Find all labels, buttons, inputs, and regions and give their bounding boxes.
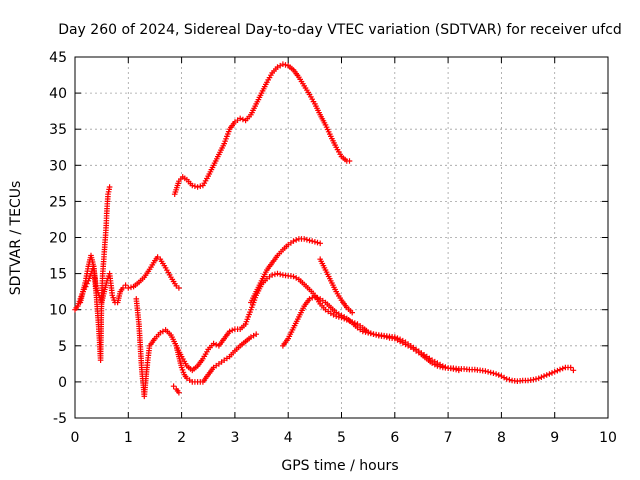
series-6-markers xyxy=(280,293,462,374)
series-7 xyxy=(248,236,323,306)
y-tick-label: 25 xyxy=(49,194,67,210)
y-tick-label: -5 xyxy=(53,411,67,427)
series-3-markers xyxy=(77,184,113,363)
y-tick-label: 15 xyxy=(49,267,67,283)
x-tick-label: 5 xyxy=(337,430,346,446)
y-tick-label: 0 xyxy=(58,375,67,391)
y-tick-label: 35 xyxy=(49,122,67,138)
series-9 xyxy=(170,383,182,396)
y-tick-label: 20 xyxy=(49,231,67,247)
y-tick-label: 10 xyxy=(49,303,67,319)
series-7-markers xyxy=(248,236,323,306)
x-tick-label: 6 xyxy=(390,430,399,446)
y-tick-label: 40 xyxy=(49,86,67,102)
series-1 xyxy=(171,61,353,197)
series-6 xyxy=(280,293,462,374)
x-tick-label: 3 xyxy=(230,430,239,446)
series-8 xyxy=(317,256,355,316)
x-axis-label: GPS time / hours xyxy=(281,458,398,474)
series-9-markers xyxy=(170,383,182,396)
series-1-markers xyxy=(171,61,353,197)
series-5-markers xyxy=(173,331,259,385)
y-tick-label: 45 xyxy=(49,50,67,66)
y-axis-label: SDTVAR / TECUs xyxy=(8,181,24,296)
x-tick-label: 4 xyxy=(284,430,293,446)
series-5 xyxy=(173,331,259,385)
x-tick-label: 8 xyxy=(497,430,506,446)
series-3 xyxy=(77,184,113,363)
x-tick-label: 0 xyxy=(71,430,80,446)
x-tick-label: 2 xyxy=(177,430,186,446)
y-tick-label: 30 xyxy=(49,158,67,174)
x-tick-label: 7 xyxy=(444,430,453,446)
x-tick-label: 9 xyxy=(550,430,559,446)
x-tick-label: 10 xyxy=(599,430,617,446)
x-tick-label: 1 xyxy=(124,430,133,446)
series-8-markers xyxy=(317,256,355,316)
chart-title: Day 260 of 2024, Sidereal Day-to-day VTE… xyxy=(58,22,622,38)
grid-lines xyxy=(75,57,608,418)
data-marks xyxy=(72,61,577,400)
y-tick-label: 5 xyxy=(58,339,67,355)
